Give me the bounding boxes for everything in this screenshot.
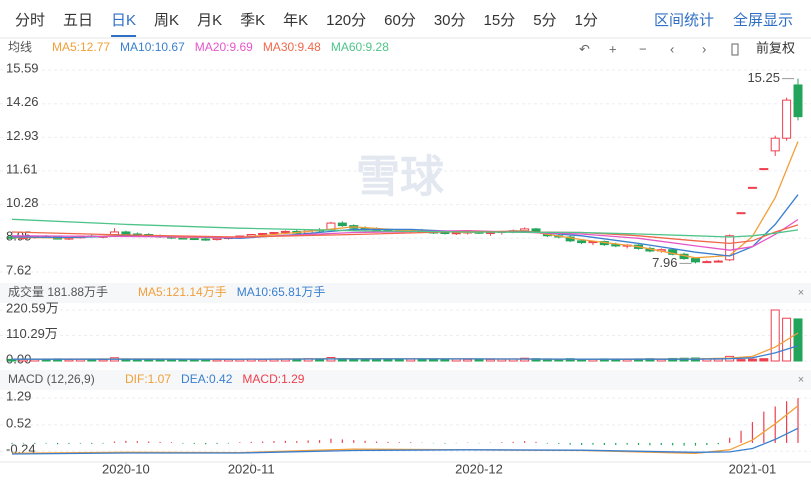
volume-legend: 成交量 181.88万手 — [8, 284, 108, 299]
volume-bar — [759, 358, 769, 362]
volume-bar — [770, 309, 780, 362]
candle-body — [782, 99, 792, 139]
volume-bar — [747, 358, 757, 362]
volume-bar — [440, 358, 450, 362]
x-tick-label: 2021-01 — [729, 461, 777, 476]
candle-body — [258, 232, 268, 235]
adjust-mode[interactable]: 前复权 — [756, 40, 795, 55]
candle-body — [702, 261, 712, 264]
tab[interactable]: 60分 — [384, 12, 416, 29]
x-tick-label: 2020-11 — [228, 461, 275, 476]
candle-body — [736, 212, 746, 215]
tab[interactable]: 5分 — [533, 12, 556, 29]
y-tick-label: 12.93 — [6, 128, 39, 143]
candle-body — [212, 237, 222, 241]
tab[interactable]: 年K — [283, 12, 308, 29]
candle-icon[interactable] — [731, 43, 739, 56]
volume-bar — [736, 359, 746, 362]
candle-body — [725, 235, 735, 261]
y-tick-label: 10.28 — [6, 195, 39, 210]
legend-entry: MA10:10.67 — [120, 40, 185, 54]
x-tick-label: 2020-12 — [455, 461, 503, 476]
y-tick-label: 11.61 — [6, 161, 38, 176]
y-tick-label: 15.59 — [6, 60, 39, 75]
candle-body — [280, 230, 290, 233]
candle-body — [269, 231, 279, 234]
tab[interactable]: 分时 — [15, 12, 45, 29]
macd-legend: MACD (12,26,9) — [8, 372, 95, 386]
candle-body — [793, 84, 803, 118]
tab[interactable]: 周K — [154, 12, 179, 29]
candle-body — [178, 237, 188, 240]
reset-icon[interactable]: ↶ — [579, 41, 590, 56]
legend-entry: DEA:0.42 — [181, 372, 233, 386]
zoom-out-icon[interactable]: − — [639, 41, 647, 56]
watermark: 雪球 — [356, 153, 445, 202]
y-tick-label: 7.62 — [6, 262, 31, 277]
macd-header-bg — [0, 370, 811, 390]
range-stats-link[interactable]: 区间统计 — [654, 12, 714, 29]
candle-body — [201, 238, 211, 241]
candle-body — [337, 222, 347, 227]
chart-controls: ↶ + − ‹ › — [579, 41, 739, 56]
x-tick-label: 2020-10 — [102, 461, 150, 476]
tab[interactable]: 日K — [111, 12, 136, 29]
tab[interactable]: 120分 — [326, 12, 366, 29]
tab[interactable]: 月K — [197, 12, 222, 29]
ma-line — [11, 224, 799, 245]
tab[interactable]: 15分 — [484, 12, 516, 29]
legend-entry: MA5:121.14万手 — [138, 285, 227, 299]
candle-body — [121, 231, 131, 235]
candle-body — [747, 186, 757, 189]
legend-entry: MACD:1.29 — [242, 372, 304, 386]
y-tick-label: 1.29 — [6, 389, 31, 404]
candle-body — [690, 258, 700, 263]
price-annotation: 15.25 — [747, 70, 780, 85]
ma-line — [11, 218, 799, 238]
right-icon[interactable]: › — [702, 41, 706, 56]
candle-body — [713, 260, 723, 263]
candle-body — [577, 240, 587, 244]
legend-entry: MA5:12.77 — [52, 40, 110, 54]
volume-bar — [372, 358, 382, 362]
y-tick-label: 220.59万 — [6, 300, 59, 315]
volume-bar — [793, 318, 803, 362]
y-tick-label: 0.52 — [6, 415, 31, 430]
legend-entry: DIF:1.07 — [125, 372, 171, 386]
candle-body — [770, 137, 780, 152]
close-icon[interactable]: × — [798, 287, 804, 299]
legend-entry: MA20:9.69 — [195, 40, 253, 54]
price-annotation: 7.96 — [652, 255, 677, 270]
tab[interactable]: 1分 — [575, 12, 598, 29]
legend-entry: MA30:9.48 — [263, 40, 321, 54]
y-tick-label: 14.26 — [6, 94, 39, 109]
fullscreen-link[interactable]: 全屏显示 — [733, 11, 793, 29]
volume-bar — [417, 358, 427, 362]
tab[interactable]: 五日 — [63, 12, 93, 29]
volume-bar — [428, 359, 438, 362]
tab[interactable]: 季K — [240, 12, 265, 29]
y-tick-label: 110.29万 — [6, 326, 58, 341]
tab[interactable]: 30分 — [434, 12, 466, 29]
candle-body — [189, 238, 199, 241]
volume-bar — [463, 358, 473, 362]
volume-bar — [485, 358, 495, 362]
close-icon[interactable]: × — [798, 374, 804, 386]
ma-line — [11, 218, 799, 251]
volume-ma-line — [12, 345, 799, 360]
candle-body — [611, 244, 621, 247]
candle-body — [759, 168, 769, 171]
left-icon[interactable]: ‹ — [670, 41, 674, 56]
legend-entry: MA10:65.81万手 — [237, 285, 326, 299]
volume-header-bg — [0, 283, 811, 303]
zoom-in-icon[interactable]: + — [609, 41, 617, 56]
volume-bar — [394, 358, 404, 362]
ma-title: 均线 — [8, 40, 32, 54]
macd-line — [11, 427, 799, 455]
legend-entry: MA60:9.28 — [331, 40, 389, 54]
